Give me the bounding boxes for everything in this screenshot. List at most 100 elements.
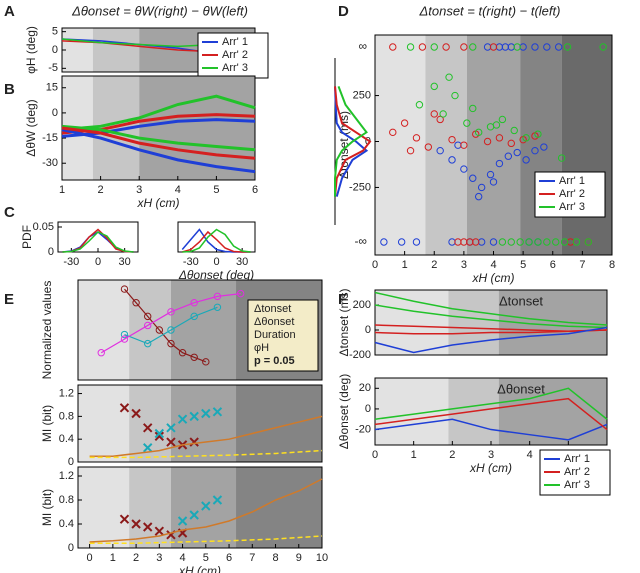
inf-point	[516, 238, 524, 246]
point	[213, 303, 222, 311]
point	[167, 326, 175, 334]
legend-label: Arr' 2	[564, 466, 590, 478]
x-tick-label: 7	[579, 259, 585, 271]
y-tick-label: 0	[48, 246, 54, 258]
shade-band	[78, 467, 130, 548]
point	[445, 73, 453, 81]
plot-frame	[77, 466, 323, 549]
x-tick-label: 10	[316, 552, 328, 564]
x-axis-label: xH (cm)	[137, 196, 180, 210]
point	[504, 152, 513, 160]
plot-frame	[77, 279, 323, 381]
x-axis-label: xH (cm)	[178, 564, 221, 573]
series-line	[374, 329, 608, 335]
shade-band	[375, 35, 426, 255]
cross-marker	[131, 519, 141, 529]
y-axis-label: Normalized values	[40, 281, 54, 380]
y-tick-label: 20	[359, 382, 371, 394]
x-tick-label: 3	[488, 449, 494, 461]
series-line	[89, 535, 323, 544]
series-line	[182, 230, 251, 253]
point	[178, 349, 187, 357]
point	[477, 183, 486, 192]
y-tick-label: 0	[365, 324, 371, 336]
x-tick-label: 2	[98, 184, 104, 196]
point	[469, 104, 477, 113]
series-line	[61, 124, 256, 152]
cross-marker	[189, 437, 199, 447]
y-axis-label: Δθonset (deg)	[337, 374, 351, 449]
shade-band	[236, 385, 322, 462]
x-axis-label: xH (cm)	[472, 271, 515, 285]
legend-label: Arr' 2	[222, 49, 248, 61]
point	[483, 137, 492, 146]
cross-marker	[166, 437, 176, 447]
point	[400, 119, 409, 127]
point	[513, 148, 521, 157]
point	[463, 119, 471, 127]
legend-label: Arr' 3	[559, 201, 585, 213]
cross-marker	[143, 522, 153, 532]
x-tick-label: 6	[226, 552, 232, 564]
inf-point	[584, 238, 592, 246]
series-line	[182, 228, 251, 253]
cross-marker	[177, 414, 188, 424]
inf-point	[531, 43, 539, 51]
point	[522, 156, 530, 164]
x-tick-label: 4	[490, 259, 496, 271]
y-tick-label: 0.4	[59, 518, 74, 530]
plot-frame	[57, 221, 139, 253]
point	[448, 135, 456, 144]
x-tick-label: 4	[175, 184, 181, 196]
x-tick-label: 8	[272, 552, 278, 564]
point	[202, 358, 210, 366]
x-tick-label: 4	[527, 449, 533, 461]
x-tick-label: 1	[59, 184, 65, 196]
legend-box	[247, 299, 319, 372]
point	[522, 134, 530, 142]
x-tick-label: 8	[609, 259, 615, 271]
inf-point	[418, 43, 427, 51]
y-tick-label: -15	[42, 132, 58, 144]
y-tick-label: 15	[46, 82, 58, 94]
inf-point	[389, 43, 397, 51]
inf-label: -∞	[354, 234, 367, 248]
series-line	[61, 128, 256, 174]
inf-point	[513, 43, 521, 51]
plot-frame	[77, 384, 323, 463]
fit-line	[124, 306, 218, 345]
inf-point	[560, 238, 569, 246]
x-tick-label: 2	[133, 552, 139, 564]
y-tick-label: -5	[48, 62, 58, 74]
point	[120, 330, 129, 339]
y-tick-label: -200	[349, 349, 371, 361]
cross-marker	[119, 514, 130, 524]
plot-frame	[177, 221, 256, 253]
legend-label: Arr' 2	[559, 188, 585, 200]
inf-point	[501, 43, 510, 51]
inf-point	[507, 238, 515, 246]
point	[540, 143, 548, 151]
y-axis-label: φH (deg)	[24, 26, 38, 74]
point	[495, 159, 504, 168]
point	[436, 146, 444, 155]
inf-point	[489, 238, 498, 246]
point	[190, 353, 198, 361]
y-axis-label: PDF	[20, 225, 34, 249]
inf-label: ∞	[358, 39, 367, 53]
legend-label: φH	[254, 342, 269, 354]
series-line	[89, 478, 323, 543]
series-line	[61, 126, 256, 160]
series-line	[374, 304, 608, 329]
point	[144, 321, 152, 330]
inf-point	[534, 238, 542, 246]
y-tick-label: 250	[353, 89, 371, 101]
point	[144, 312, 152, 321]
point	[155, 326, 164, 334]
series-line	[374, 387, 608, 420]
y-tick-label: 0	[52, 107, 58, 119]
y-tick-label: 0.05	[33, 221, 54, 233]
inf-point	[430, 43, 438, 51]
panel-title: Δtonset = t(right) − t(left)	[419, 3, 561, 18]
y-tick-label: 0.8	[59, 494, 74, 506]
